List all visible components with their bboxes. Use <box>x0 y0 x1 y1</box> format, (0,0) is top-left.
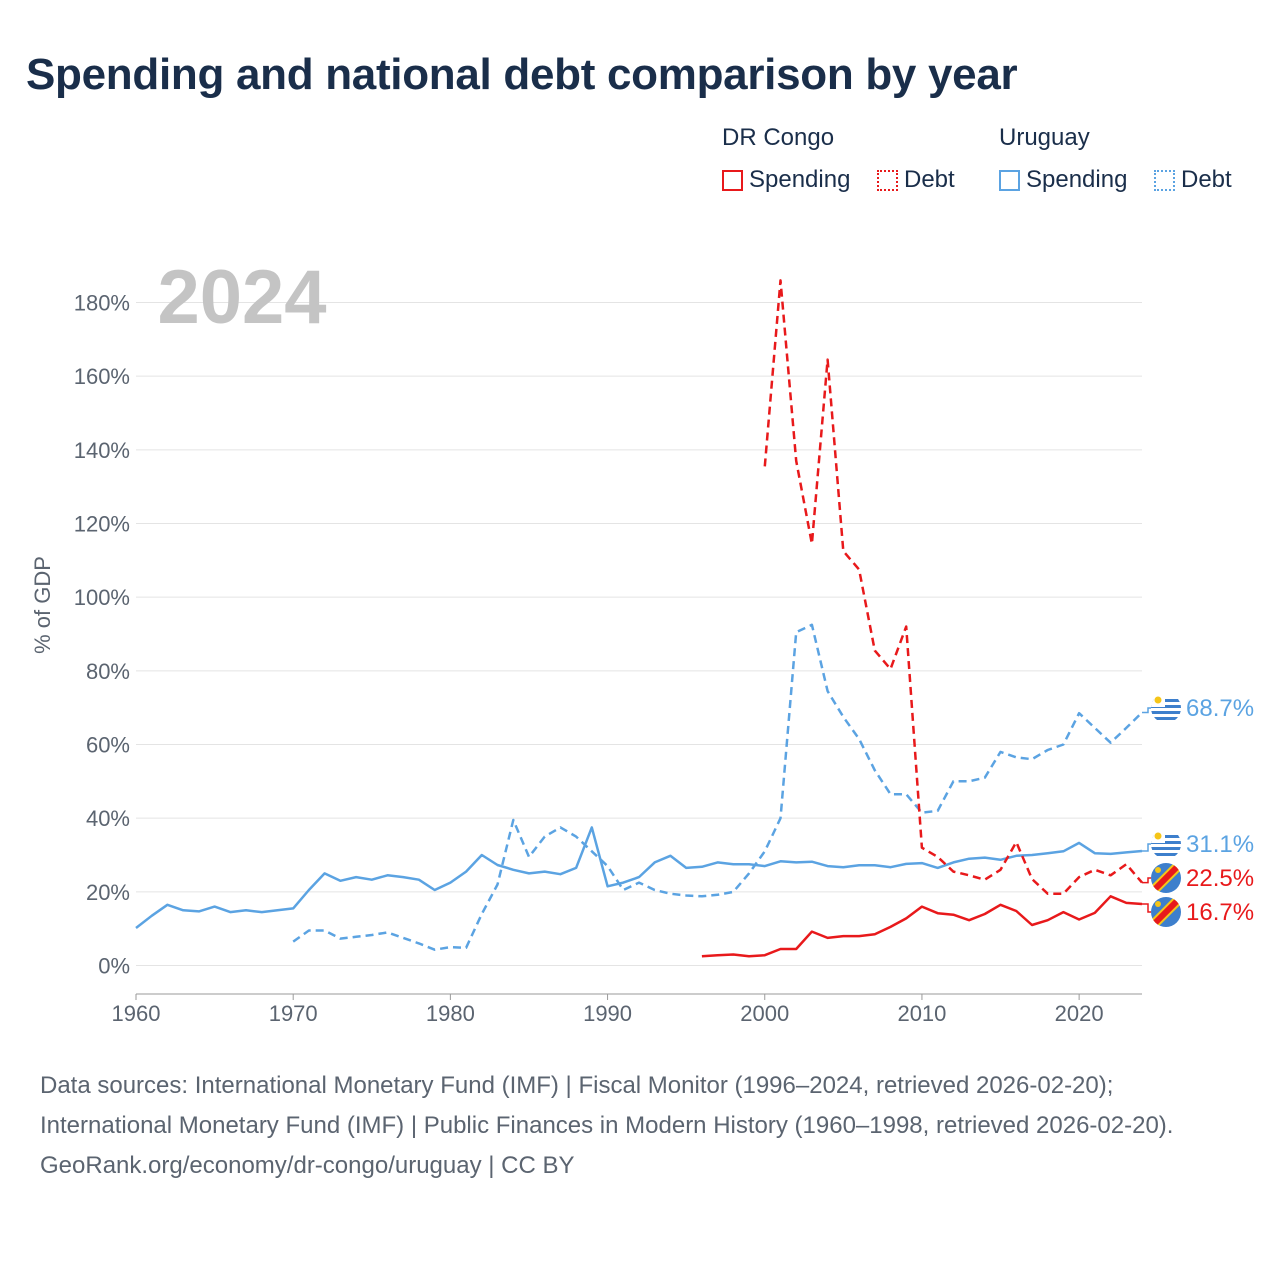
uruguay-debt-line <box>292 623 1143 951</box>
uruguay-flag-icon <box>1151 829 1181 859</box>
legend-label-uruguay-debt: Debt <box>1181 166 1232 193</box>
legend-item-uruguay-debt[interactable]: Debt <box>1154 166 1232 194</box>
end-label-connector <box>1142 843 1151 852</box>
y-tick-label: 80% <box>86 659 130 684</box>
y-tick-label: 160% <box>74 364 130 389</box>
dr-congo-spending-line <box>701 895 1143 958</box>
y-tick-label: 140% <box>74 438 130 463</box>
line-chart: 0% 20% 40% 60% 80% 100% 120% 140% 160% 180% 1960 1… <box>30 255 1254 1026</box>
legend-label-dr-congo-spending: Spending <box>749 166 851 193</box>
dr-congo-debt-line <box>763 279 1143 895</box>
x-tick-label: 1990 <box>583 1001 632 1026</box>
x-tick-label: 1980 <box>426 1001 475 1026</box>
legend-swatch-dotted-red <box>877 169 898 191</box>
y-tick-label: 120% <box>74 511 130 536</box>
legend-swatch-solid-red <box>722 169 743 191</box>
y-tick-label: 60% <box>86 733 130 758</box>
y-tick-label: 0% <box>98 954 130 979</box>
x-tick-label: 2020 <box>1055 1001 1104 1026</box>
site-attribution-text: GeoRank.org/economy/dr-congo/uruguay | C… <box>40 1152 575 1179</box>
y-axis-label: % of GDP <box>30 556 55 654</box>
legend-label-uruguay-spending: Spending <box>1026 166 1128 193</box>
y-tick-label: 180% <box>74 290 130 315</box>
dr-congo-flag-icon <box>1151 863 1181 893</box>
legend-item-dr-congo-debt[interactable]: Debt <box>877 166 955 194</box>
end-label-connector <box>1142 877 1151 884</box>
chart-footer: Data sources: International Monetary Fun… <box>40 1066 1240 1186</box>
uruguay-spending-line <box>135 826 1143 929</box>
x-tick-label: 2000 <box>740 1001 789 1026</box>
legend-group-uruguay: Uruguay <box>999 124 1090 151</box>
end-label-connector <box>1142 903 1151 913</box>
y-tick-label: 40% <box>86 806 130 831</box>
end-value-label: 16.7% <box>1186 899 1254 926</box>
data-sources-text: Data sources: International Monetary Fun… <box>40 1072 1174 1139</box>
legend-swatch-solid-blue <box>999 169 1020 191</box>
legend-swatch-dotted-blue <box>1154 169 1175 191</box>
end-value-label: 22.5% <box>1186 865 1254 892</box>
y-tick-label: 20% <box>86 880 130 905</box>
year-watermark: 2024 <box>157 255 326 340</box>
x-tick-label: 1970 <box>269 1001 318 1026</box>
legend-item-dr-congo-spending[interactable]: Spending <box>722 166 850 194</box>
legend-label-dr-congo-debt: Debt <box>904 166 955 193</box>
end-value-label: 68.7% <box>1186 695 1254 722</box>
x-tick-label: 2010 <box>897 1001 946 1026</box>
y-tick-label: 100% <box>74 585 130 610</box>
end-value-label: 31.1% <box>1186 831 1254 858</box>
chart-title: Spending and national debt comparison by… <box>26 50 1018 99</box>
legend-group-dr-congo: DR Congo <box>722 124 835 151</box>
dr-congo-flag-icon <box>1151 897 1181 927</box>
uruguay-flag-icon <box>1151 693 1181 723</box>
x-tick-label: 1960 <box>112 1001 161 1026</box>
legend-item-uruguay-spending[interactable]: Spending <box>999 166 1127 194</box>
end-label-connector <box>1142 707 1151 714</box>
